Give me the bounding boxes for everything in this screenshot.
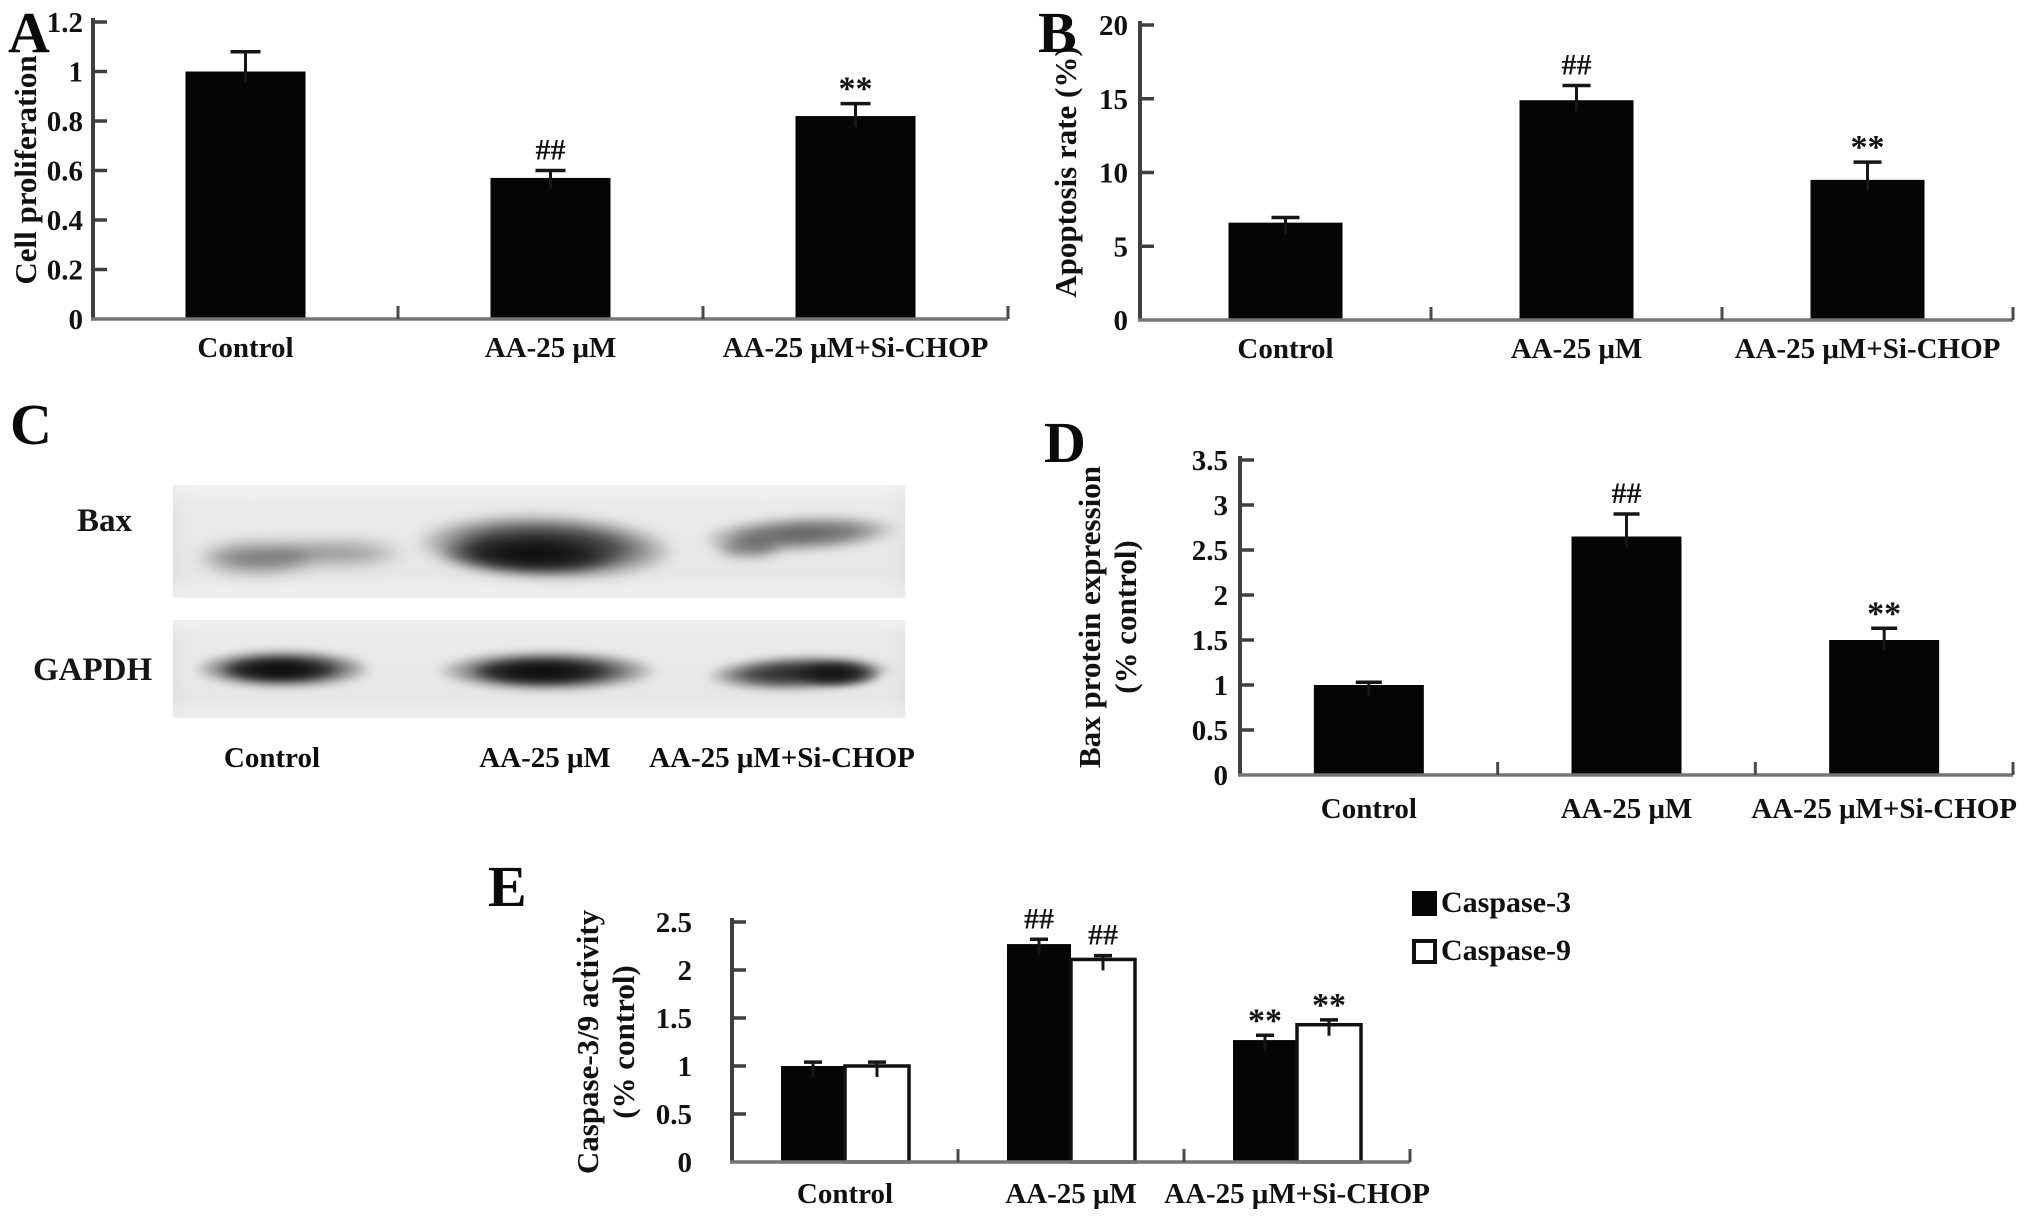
y-tick-label-D: 2: [1214, 580, 1229, 612]
blot-band-bax-lane-1: [260, 538, 410, 568]
significance-annotation-A-2: ##: [536, 134, 566, 167]
caspase-9-swatch-icon: [1412, 938, 1437, 964]
category-label-B-1: Control: [1237, 333, 1333, 365]
y-axis-label-B: Apoptosis rate (%): [1048, 46, 1083, 297]
y-tick-label-D: 2.5: [1192, 535, 1228, 567]
bar-D-bax-protein-expression-2: [1571, 536, 1682, 775]
caspase-3-swatch-icon: [1412, 890, 1437, 916]
significance-annotation-E-2: ##: [1088, 919, 1118, 952]
blot-band-gapdh-lane-2: [470, 659, 610, 685]
y-tick-label-D: 1.5: [1192, 625, 1228, 657]
y-tick-label-D: 3: [1214, 490, 1229, 522]
category-label-B-3: AA-25 μM+Si-CHOP: [1735, 333, 2001, 365]
blot-band-gapdh-lane-3: [793, 660, 883, 688]
y-axis-label-A: Cell proliferation: [8, 55, 43, 284]
bar-D-bax-protein-expression-3: [1829, 640, 1940, 775]
bar-E-caspase-3-2: [1007, 944, 1071, 1162]
bar-E-caspase-3-3: [1233, 1040, 1297, 1162]
category-label-E-1: Control: [797, 1178, 893, 1210]
y-axis-label-E: Caspase-3/9 activity: [570, 909, 605, 1174]
legend-label-caspase-3: Caspase-3: [1441, 886, 1572, 919]
y-tick-label-E: 0: [678, 1147, 693, 1179]
panel-letter-b: B: [1038, 0, 1077, 65]
y-tick-label-E: 1.5: [656, 1003, 692, 1035]
y-tick-label-E: 0.5: [656, 1099, 692, 1131]
y-tick-label-B: 10: [1099, 158, 1128, 190]
y-tick-label-B: 5: [1114, 231, 1129, 263]
significance-annotation-D-2: ##: [1612, 477, 1642, 510]
bar-A-cell-proliferation-3: [795, 116, 916, 319]
panel-letter-c: C: [10, 392, 52, 457]
y-tick-label-E: 2: [678, 955, 693, 987]
legend-item-caspase-3: Caspase-3: [1412, 886, 1572, 919]
significance-annotation-E-3: **: [1312, 987, 1346, 1024]
bar-E-caspase-9-1: [843, 1064, 911, 1164]
y-tick-label-A: 0.8: [47, 106, 83, 138]
significance-annotation-E-3: **: [1248, 1002, 1282, 1039]
bar-B-apoptosis-rate-2: [1519, 100, 1634, 320]
y-tick-label-A: 1: [69, 57, 84, 89]
blot-lane-label-3: AA-25 μM+Si-CHOP: [649, 742, 915, 774]
legend-item-caspase-9: Caspase-9: [1412, 934, 1572, 967]
y-axis-label-D: (% control): [1108, 540, 1143, 694]
blot-row-label-gapdh: GAPDH: [33, 652, 153, 688]
y-tick-label-A: 1.2: [47, 7, 83, 39]
category-label-E-3: AA-25 μM+Si-CHOP: [1164, 1178, 1430, 1210]
category-label-B-2: AA-25 μM: [1511, 333, 1643, 365]
y-tick-label-B: 20: [1099, 10, 1128, 42]
blot-band-bax-lane-3: [710, 538, 786, 560]
category-label-D-3: AA-25 μM+Si-CHOP: [1751, 793, 2017, 825]
bar-B-apoptosis-rate-3: [1810, 179, 1925, 320]
y-tick-label-E: 1: [678, 1051, 693, 1083]
y-tick-label-D: 3.5: [1192, 445, 1228, 477]
panel-letter-d: D: [1044, 410, 1086, 475]
bar-D-bax-protein-expression-1: [1313, 685, 1424, 775]
y-tick-label-D: 1: [1214, 670, 1229, 702]
significance-annotation-D-3: **: [1867, 595, 1901, 632]
category-label-A-2: AA-25 μM: [485, 332, 617, 364]
y-tick-label-E: 2.5: [656, 907, 692, 939]
y-tick-label-D: 0.5: [1192, 715, 1228, 747]
significance-annotation-B-2: ##: [1562, 48, 1592, 81]
y-tick-label-B: 0: [1114, 305, 1129, 337]
category-label-E-2: AA-25 μM: [1005, 1178, 1137, 1210]
significance-annotation-B-3: **: [1851, 129, 1885, 166]
bar-A-cell-proliferation-2: [490, 177, 611, 319]
category-label-D-2: AA-25 μM: [1561, 793, 1693, 825]
panel-letter-e: E: [488, 854, 527, 919]
blot-band-bax-lane-1: [193, 540, 323, 576]
significance-annotation-E-2: ##: [1024, 902, 1054, 935]
bar-E-caspase-9-2: [1069, 957, 1137, 1164]
bar-A-cell-proliferation-1: [185, 71, 306, 319]
blot-lane-label-2: AA-25 μM: [479, 742, 611, 774]
caspase-legend: Caspase-3 Caspase-9: [1412, 886, 1572, 984]
bar-E-caspase-9-3: [1295, 1022, 1363, 1164]
y-axis-label-E: (% control): [606, 965, 641, 1119]
y-axis-label-D: Bax protein expression: [1072, 466, 1107, 768]
category-label-A-3: AA-25 μM+Si-CHOP: [723, 332, 989, 364]
category-label-A-1: Control: [197, 332, 293, 364]
y-tick-label-D: 0: [1214, 760, 1229, 792]
legend-label-caspase-9: Caspase-9: [1441, 934, 1572, 967]
bar-E-caspase-3-1: [781, 1066, 845, 1162]
blot-band-gapdh-lane-1: [219, 658, 337, 682]
category-label-D-1: Control: [1321, 793, 1417, 825]
bar-B-apoptosis-rate-1: [1228, 222, 1343, 320]
y-tick-label-A: 0.4: [47, 205, 83, 237]
y-tick-label-A: 0: [69, 304, 84, 336]
y-tick-label-B: 15: [1099, 84, 1128, 116]
blot-lane-label-1: Control: [223, 742, 321, 774]
panel-letter-a: A: [8, 0, 50, 65]
significance-annotation-A-3: **: [839, 71, 873, 108]
y-tick-label-A: 0.2: [47, 255, 83, 287]
y-tick-label-A: 0.6: [47, 156, 83, 188]
blot-row-label-bax: Bax: [77, 503, 133, 539]
